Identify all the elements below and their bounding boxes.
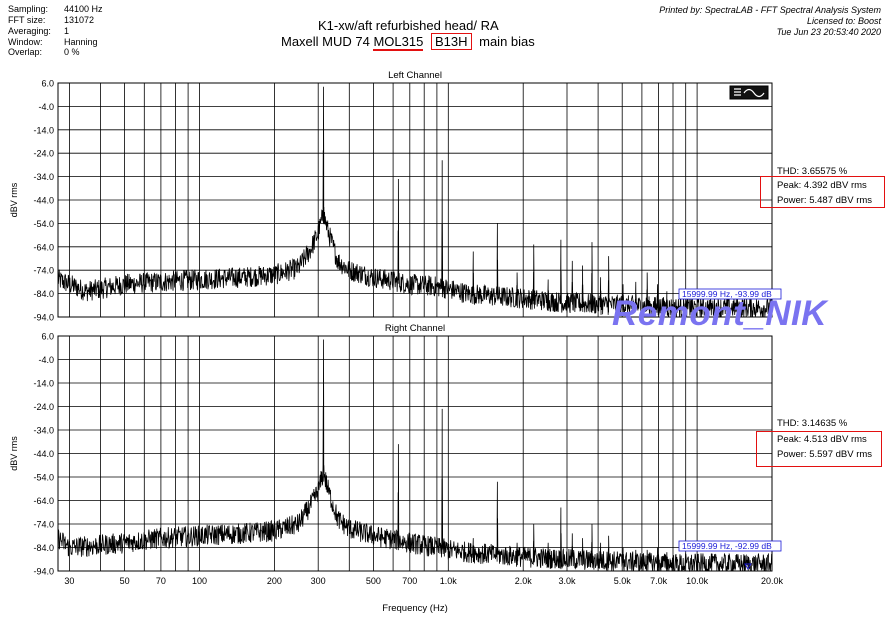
printed-by: Printed by: SpectraLAB - FFT Spectral An… bbox=[659, 5, 881, 15]
x-tick-label: 3.0k bbox=[558, 576, 576, 586]
spectrum-trace bbox=[57, 339, 773, 572]
cursor-readout: 15999.99 Hz, -92.99 dB bbox=[682, 541, 772, 551]
sine-wave-icon bbox=[743, 88, 765, 98]
x-tick-label: 20.0k bbox=[761, 576, 784, 586]
x-tick-label: 700 bbox=[402, 576, 417, 586]
info-value: 0 % bbox=[64, 47, 80, 57]
x-tick-label: 2.0k bbox=[515, 576, 533, 586]
x-tick-label: 500 bbox=[366, 576, 381, 586]
y-tick-label: -84.0 bbox=[33, 543, 54, 553]
cursor-readout: 15999.99 Hz, -93.99 dB bbox=[682, 289, 772, 299]
y-tick-label: 6.0 bbox=[41, 332, 54, 342]
y-tick-label: -14.0 bbox=[33, 379, 54, 389]
x-tick-label: 1.0k bbox=[440, 576, 458, 586]
x-tick-label: 50 bbox=[120, 576, 130, 586]
y-tick-label: -34.0 bbox=[33, 172, 54, 182]
y-tick-label: -54.0 bbox=[33, 219, 54, 229]
x-tick-label: 300 bbox=[311, 576, 326, 586]
y-tick-label: -94.0 bbox=[33, 567, 54, 577]
y-tick-label: -14.0 bbox=[33, 125, 54, 135]
watermark: Remont_NIK bbox=[612, 294, 828, 333]
info-value: Hanning bbox=[64, 37, 98, 47]
y-tick-label: -94.0 bbox=[33, 313, 54, 323]
cursor-readout-box bbox=[678, 540, 782, 552]
info-label: Overlap: bbox=[8, 47, 43, 57]
y-tick-label: -54.0 bbox=[33, 473, 54, 483]
info-label: FFT size: bbox=[8, 15, 46, 25]
y-tick-label: 6.0 bbox=[41, 79, 54, 89]
title-mol: MOL315 bbox=[373, 34, 424, 51]
y-axis-label: dBV rms bbox=[9, 182, 19, 217]
right-channel-chart: 6.0 -4.0 -14.0 -24.0 -34.0 -44.0 -54.0 -64.0 -74… bbox=[9, 323, 784, 614]
spectrum-trace bbox=[57, 86, 773, 318]
title-b13h: B13H bbox=[430, 33, 472, 50]
x-tick-label: 5.0k bbox=[614, 576, 632, 586]
x-tick-label: 100 bbox=[192, 576, 207, 586]
y-axis-label: dBV rms bbox=[9, 436, 19, 471]
print-timestamp: Tue Jun 23 20:53:40 2020 bbox=[776, 27, 881, 37]
y-tick-label: -64.0 bbox=[33, 242, 54, 252]
left-peak: Peak: 4.392 dBV rms bbox=[777, 180, 867, 191]
y-tick-label: -74.0 bbox=[33, 520, 54, 530]
left-thd: THD: 3.65575 % bbox=[777, 166, 848, 177]
y-tick-label: -64.0 bbox=[33, 496, 54, 506]
y-tick-label: -4.0 bbox=[38, 355, 54, 365]
toolbar-icon-lines bbox=[734, 88, 741, 96]
waveform-toolbar-icon bbox=[729, 85, 769, 100]
x-tick-label: 7.0k bbox=[650, 576, 668, 586]
cursor-marker bbox=[744, 563, 752, 570]
left-highlight-box bbox=[760, 176, 885, 208]
y-tick-label: -24.0 bbox=[33, 149, 54, 159]
y-tick-label: -44.0 bbox=[33, 196, 54, 206]
x-tick-label: 200 bbox=[267, 576, 282, 586]
licensed-to: Licensed to: Boost bbox=[806, 16, 881, 26]
left-channel-chart: 6.0 -4.0 -14.0 -24.0 -34.0 -44.0 -54.0 -64.0 -74… bbox=[9, 70, 782, 323]
x-tick-label: 10.0k bbox=[686, 576, 709, 586]
title-prefix: Maxell MUD 74 bbox=[281, 34, 374, 49]
info-value: 44100 Hz bbox=[64, 4, 103, 14]
left-power: Power: 5.487 dBV rms bbox=[777, 195, 873, 206]
right-peak: Peak: 4.513 dBV rms bbox=[777, 434, 867, 445]
panel-title: Right Channel bbox=[385, 323, 445, 334]
title-suffix: main bias bbox=[479, 34, 535, 49]
panel-title: Left Channel bbox=[388, 70, 442, 81]
y-tick-label: -44.0 bbox=[33, 449, 54, 459]
x-axis-label: Frequency (Hz) bbox=[382, 603, 447, 614]
y-tick-label: -4.0 bbox=[38, 102, 54, 112]
y-tick-label: -74.0 bbox=[33, 266, 54, 276]
chart-title-line1: K1-xw/aft refurbished head/ RA bbox=[318, 18, 499, 33]
y-tick-label: -24.0 bbox=[33, 402, 54, 412]
info-label: Averaging: bbox=[8, 26, 51, 36]
y-tick-label: -34.0 bbox=[33, 426, 54, 436]
info-value: 131072 bbox=[64, 15, 95, 25]
right-thd: THD: 3.14635 % bbox=[777, 418, 848, 429]
right-highlight-box bbox=[756, 431, 882, 467]
info-label: Window: bbox=[8, 37, 43, 47]
chart-title-line2: Maxell MUD 74 MOL315 B13H main bias bbox=[281, 33, 535, 51]
cursor-readout-box bbox=[678, 288, 782, 300]
x-tick-label: 30 bbox=[64, 576, 74, 586]
x-tick-label: 70 bbox=[156, 576, 166, 586]
info-label: Sampling: bbox=[8, 4, 49, 14]
info-value: 1 bbox=[64, 26, 70, 36]
right-power: Power: 5.597 dBV rms bbox=[777, 449, 873, 460]
y-tick-label: -84.0 bbox=[33, 289, 54, 299]
